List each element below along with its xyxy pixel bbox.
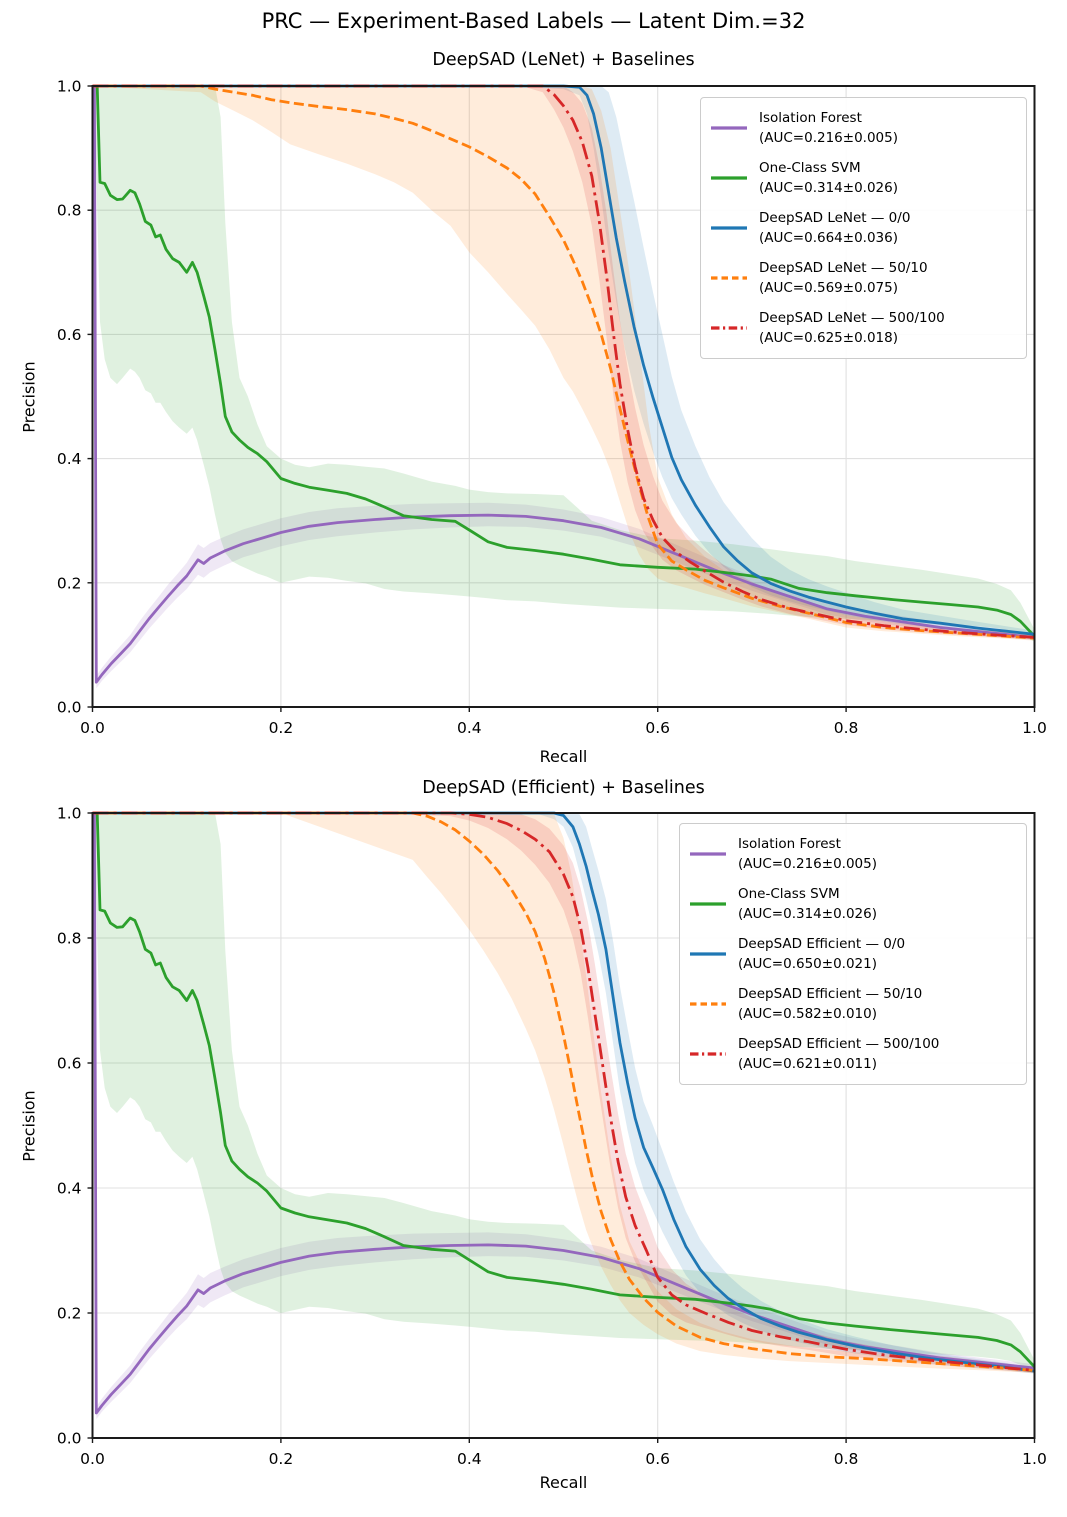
y-tick-label: 0.2 xyxy=(57,574,82,592)
legend-entry-deepsad-efficient-50-10: DeepSAD Efficient — 50/10 (AUC=0.582±0.01… xyxy=(689,984,1017,1025)
one-class-svm-band xyxy=(94,813,1035,1373)
legend-series-name: DeepSAD Efficient — 50/10 xyxy=(738,985,923,1002)
one-class-svm-legend-line xyxy=(711,176,747,180)
y-tick-label: 1.0 xyxy=(57,78,82,96)
deepsad-lenet-500-100-legend-line xyxy=(711,326,747,330)
y-tick-label: 0.0 xyxy=(57,699,82,717)
legend-series-name: One-Class SVM xyxy=(738,885,840,902)
isolation-forest-curve xyxy=(93,812,1035,1415)
legend-series-name: Isolation Forest xyxy=(759,109,862,126)
legend-series-name: DeepSAD LeNet — 50/10 xyxy=(759,259,928,276)
legend-series-name: DeepSAD LeNet — 500/100 xyxy=(759,309,945,326)
legend-series-auc: (AUC=0.569±0.075) xyxy=(759,280,898,296)
x-tick-label: 0.8 xyxy=(834,719,859,737)
y-axis-label-top: Precision xyxy=(19,361,39,433)
x-tick-label: 0.0 xyxy=(80,719,105,737)
deepsad-lenet-500-100-curve xyxy=(92,84,1035,639)
legend-series-auc: (AUC=0.625±0.018) xyxy=(759,330,898,346)
x-tick-label: 0.8 xyxy=(834,1450,859,1468)
deepsad-efficient-0-0-legend-line xyxy=(690,952,726,956)
one-class-svm-curve xyxy=(94,84,1036,638)
deepsad-lenet-50-10-legend-line xyxy=(711,276,747,280)
y-tick-label: 0.4 xyxy=(57,1180,82,1198)
legend-series-name: DeepSAD Efficient — 500/100 xyxy=(738,1035,940,1052)
legend-series-auc: (AUC=0.216±0.005) xyxy=(759,130,898,146)
legend-series-name: DeepSAD LeNet — 0/0 xyxy=(759,209,911,226)
figure-suptitle: PRC — Experiment-Based Labels — Latent D… xyxy=(261,9,806,33)
y-tick-label: 1.0 xyxy=(57,805,82,823)
deepsad-lenet-50-10-band xyxy=(92,86,1035,641)
x-tick-label: 0.0 xyxy=(80,1450,105,1468)
x-tick-label: 1.0 xyxy=(1022,1450,1047,1468)
y-axis-label-bottom: Precision xyxy=(19,1090,39,1162)
legend-series-auc: (AUC=0.664±0.036) xyxy=(759,230,898,246)
deepsad-efficient-50-10-band xyxy=(92,813,1035,1373)
x-tick-label: 0.2 xyxy=(269,1450,294,1468)
deepsad-efficient-500-100-curve xyxy=(92,811,1035,1372)
isolation-forest-legend-line xyxy=(711,126,747,130)
legend-entry-deepsad-efficient-0-0: DeepSAD Efficient — 0/0 (AUC=0.650±0.021) xyxy=(689,934,1017,975)
y-tick-label: 0.0 xyxy=(57,1430,82,1448)
legend-efficient: Isolation Forest (AUC=0.216±0.005) One-Cla… xyxy=(679,823,1027,1085)
deepsad-lenet-0-0-curve xyxy=(92,84,1035,636)
y-tick-label: 0.6 xyxy=(57,326,82,344)
x-tick-label: 0.4 xyxy=(457,719,482,737)
x-axis-label-bottom: Recall xyxy=(539,1473,588,1492)
subplot-0: 0.0 0.2 0.4 0.6 0.8 1.0 0.0 0.2 0.4 0.6 0.8 1.0 xyxy=(57,78,1047,738)
x-tick-label: 1.0 xyxy=(1022,719,1047,737)
subplot-1: 0.0 0.2 0.4 0.6 0.8 1.0 0.0 0.2 0.4 0.6 0.8 1.0 xyxy=(57,805,1047,1469)
subplot-title-efficient: DeepSAD (Efficient) + Baselines xyxy=(422,778,705,798)
x-tick-label: 0.6 xyxy=(645,719,670,737)
legend-entry-one-class-svm: One-Class SVM (AUC=0.314±0.026) xyxy=(689,884,1017,925)
one-class-svm-legend-line xyxy=(690,902,726,906)
one-class-svm-curve xyxy=(94,811,1036,1368)
legend-series-auc: (AUC=0.216±0.005) xyxy=(738,856,877,872)
legend-series-auc: (AUC=0.314±0.026) xyxy=(759,180,898,196)
x-tick-label: 0.4 xyxy=(457,1450,482,1468)
isolation-forest-curve xyxy=(93,85,1035,684)
deepsad-efficient-50-10-curve xyxy=(92,811,1035,1372)
deepsad-lenet-0-0-legend-line xyxy=(711,226,747,230)
legend-entry-deepsad-lenet-0-0: DeepSAD LeNet — 0/0 (AUC=0.664±0.036) xyxy=(710,208,1017,249)
legend-series-auc: (AUC=0.314±0.026) xyxy=(738,906,877,922)
legend-series-name: One-Class SVM xyxy=(759,159,861,176)
legend-entry-deepsad-lenet-50-10: DeepSAD LeNet — 50/10 (AUC=0.569±0.075) xyxy=(710,258,1017,299)
legend-series-name: DeepSAD Efficient — 0/0 xyxy=(738,935,906,952)
one-class-svm-band xyxy=(94,86,1035,642)
y-tick-label: 0.2 xyxy=(57,1305,82,1323)
legend-entry-isolation-forest: Isolation Forest (AUC=0.216±0.005) xyxy=(689,834,1017,875)
y-tick-label: 0.6 xyxy=(57,1055,82,1073)
legend-entry-deepsad-efficient-500-100: DeepSAD Efficient — 500/100 (AUC=0.621±0.… xyxy=(689,1034,1017,1075)
x-tick-label: 0.2 xyxy=(269,719,294,737)
x-axis-label-top: Recall xyxy=(539,747,588,766)
x-tick-label: 0.6 xyxy=(645,1450,670,1468)
y-tick-label: 0.4 xyxy=(57,450,82,468)
legend-entry-isolation-forest: Isolation Forest (AUC=0.216±0.005) xyxy=(710,108,1017,149)
legend-entry-one-class-svm: One-Class SVM (AUC=0.314±0.026) xyxy=(710,158,1017,199)
axes-frame xyxy=(91,85,1036,708)
legend-series-auc: (AUC=0.621±0.011) xyxy=(738,1056,877,1072)
axes-frame xyxy=(91,812,1036,1439)
y-tick-label: 0.8 xyxy=(57,930,82,948)
deepsad-efficient-0-0-curve xyxy=(92,811,1035,1373)
legend-series-name: Isolation Forest xyxy=(738,835,841,852)
legend-series-auc: (AUC=0.582±0.010) xyxy=(738,1006,877,1022)
isolation-forest-legend-line xyxy=(690,852,726,856)
subplot-title-lenet: DeepSAD (LeNet) + Baselines xyxy=(432,50,695,70)
y-tick-label: 0.8 xyxy=(57,202,82,220)
deepsad-efficient-50-10-legend-line xyxy=(690,1002,726,1006)
legend-entry-deepsad-lenet-500-100: DeepSAD LeNet — 500/100 (AUC=0.625±0.018) xyxy=(710,308,1017,349)
legend-lenet: Isolation Forest (AUC=0.216±0.005) One-Cla… xyxy=(700,97,1027,359)
deepsad-efficient-500-100-legend-line xyxy=(690,1052,726,1056)
legend-series-auc: (AUC=0.650±0.021) xyxy=(738,956,877,972)
